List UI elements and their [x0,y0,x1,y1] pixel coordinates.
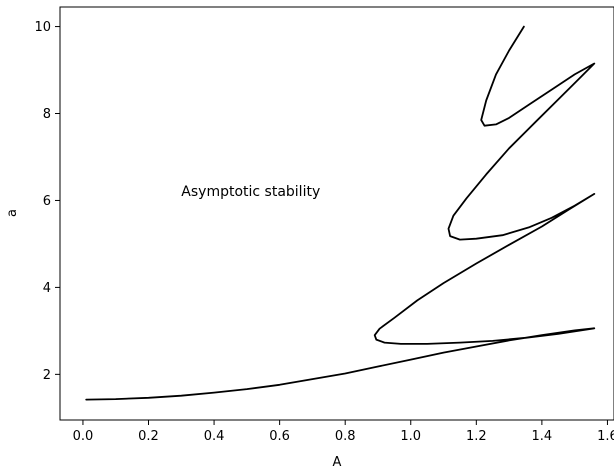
x-axis-label: A [333,455,342,470]
annotations: Asymptotic stability [181,184,320,200]
y-tick-label: 10 [34,20,51,35]
x-tick-label: 0.0 [73,429,94,444]
x-tick-label: 0.2 [138,429,159,444]
x-tick-label: 0.8 [335,429,356,444]
series-line [85,25,596,401]
series-group [85,25,596,401]
x-tick-label: 0.4 [204,429,225,444]
y-tick-label: 4 [43,281,51,296]
y-ticks: 2 4 6 8 10 [34,20,60,383]
x-tick-label: 0.6 [269,429,290,444]
y-tick-label: 2 [43,368,51,383]
annotation-text: Asymptotic stability [181,184,320,200]
x-tick-label: 1.2 [466,429,487,444]
y-tick-label: 8 [43,107,51,122]
y-axis-label: a [5,209,20,217]
x-tick-label: 1.4 [532,429,553,444]
y-tick-label: 6 [43,194,51,209]
x-ticks: 0.0 0.2 0.4 0.6 0.8 1.0 1.2 1.4 1.6 [73,420,614,444]
x-tick-label: 1.0 [400,429,421,444]
x-tick-label: 1.6 [597,429,614,444]
plot-area [59,6,614,421]
